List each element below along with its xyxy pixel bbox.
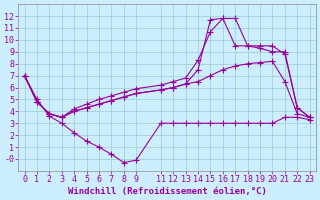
X-axis label: Windchill (Refroidissement éolien,°C): Windchill (Refroidissement éolien,°C) [68, 187, 267, 196]
